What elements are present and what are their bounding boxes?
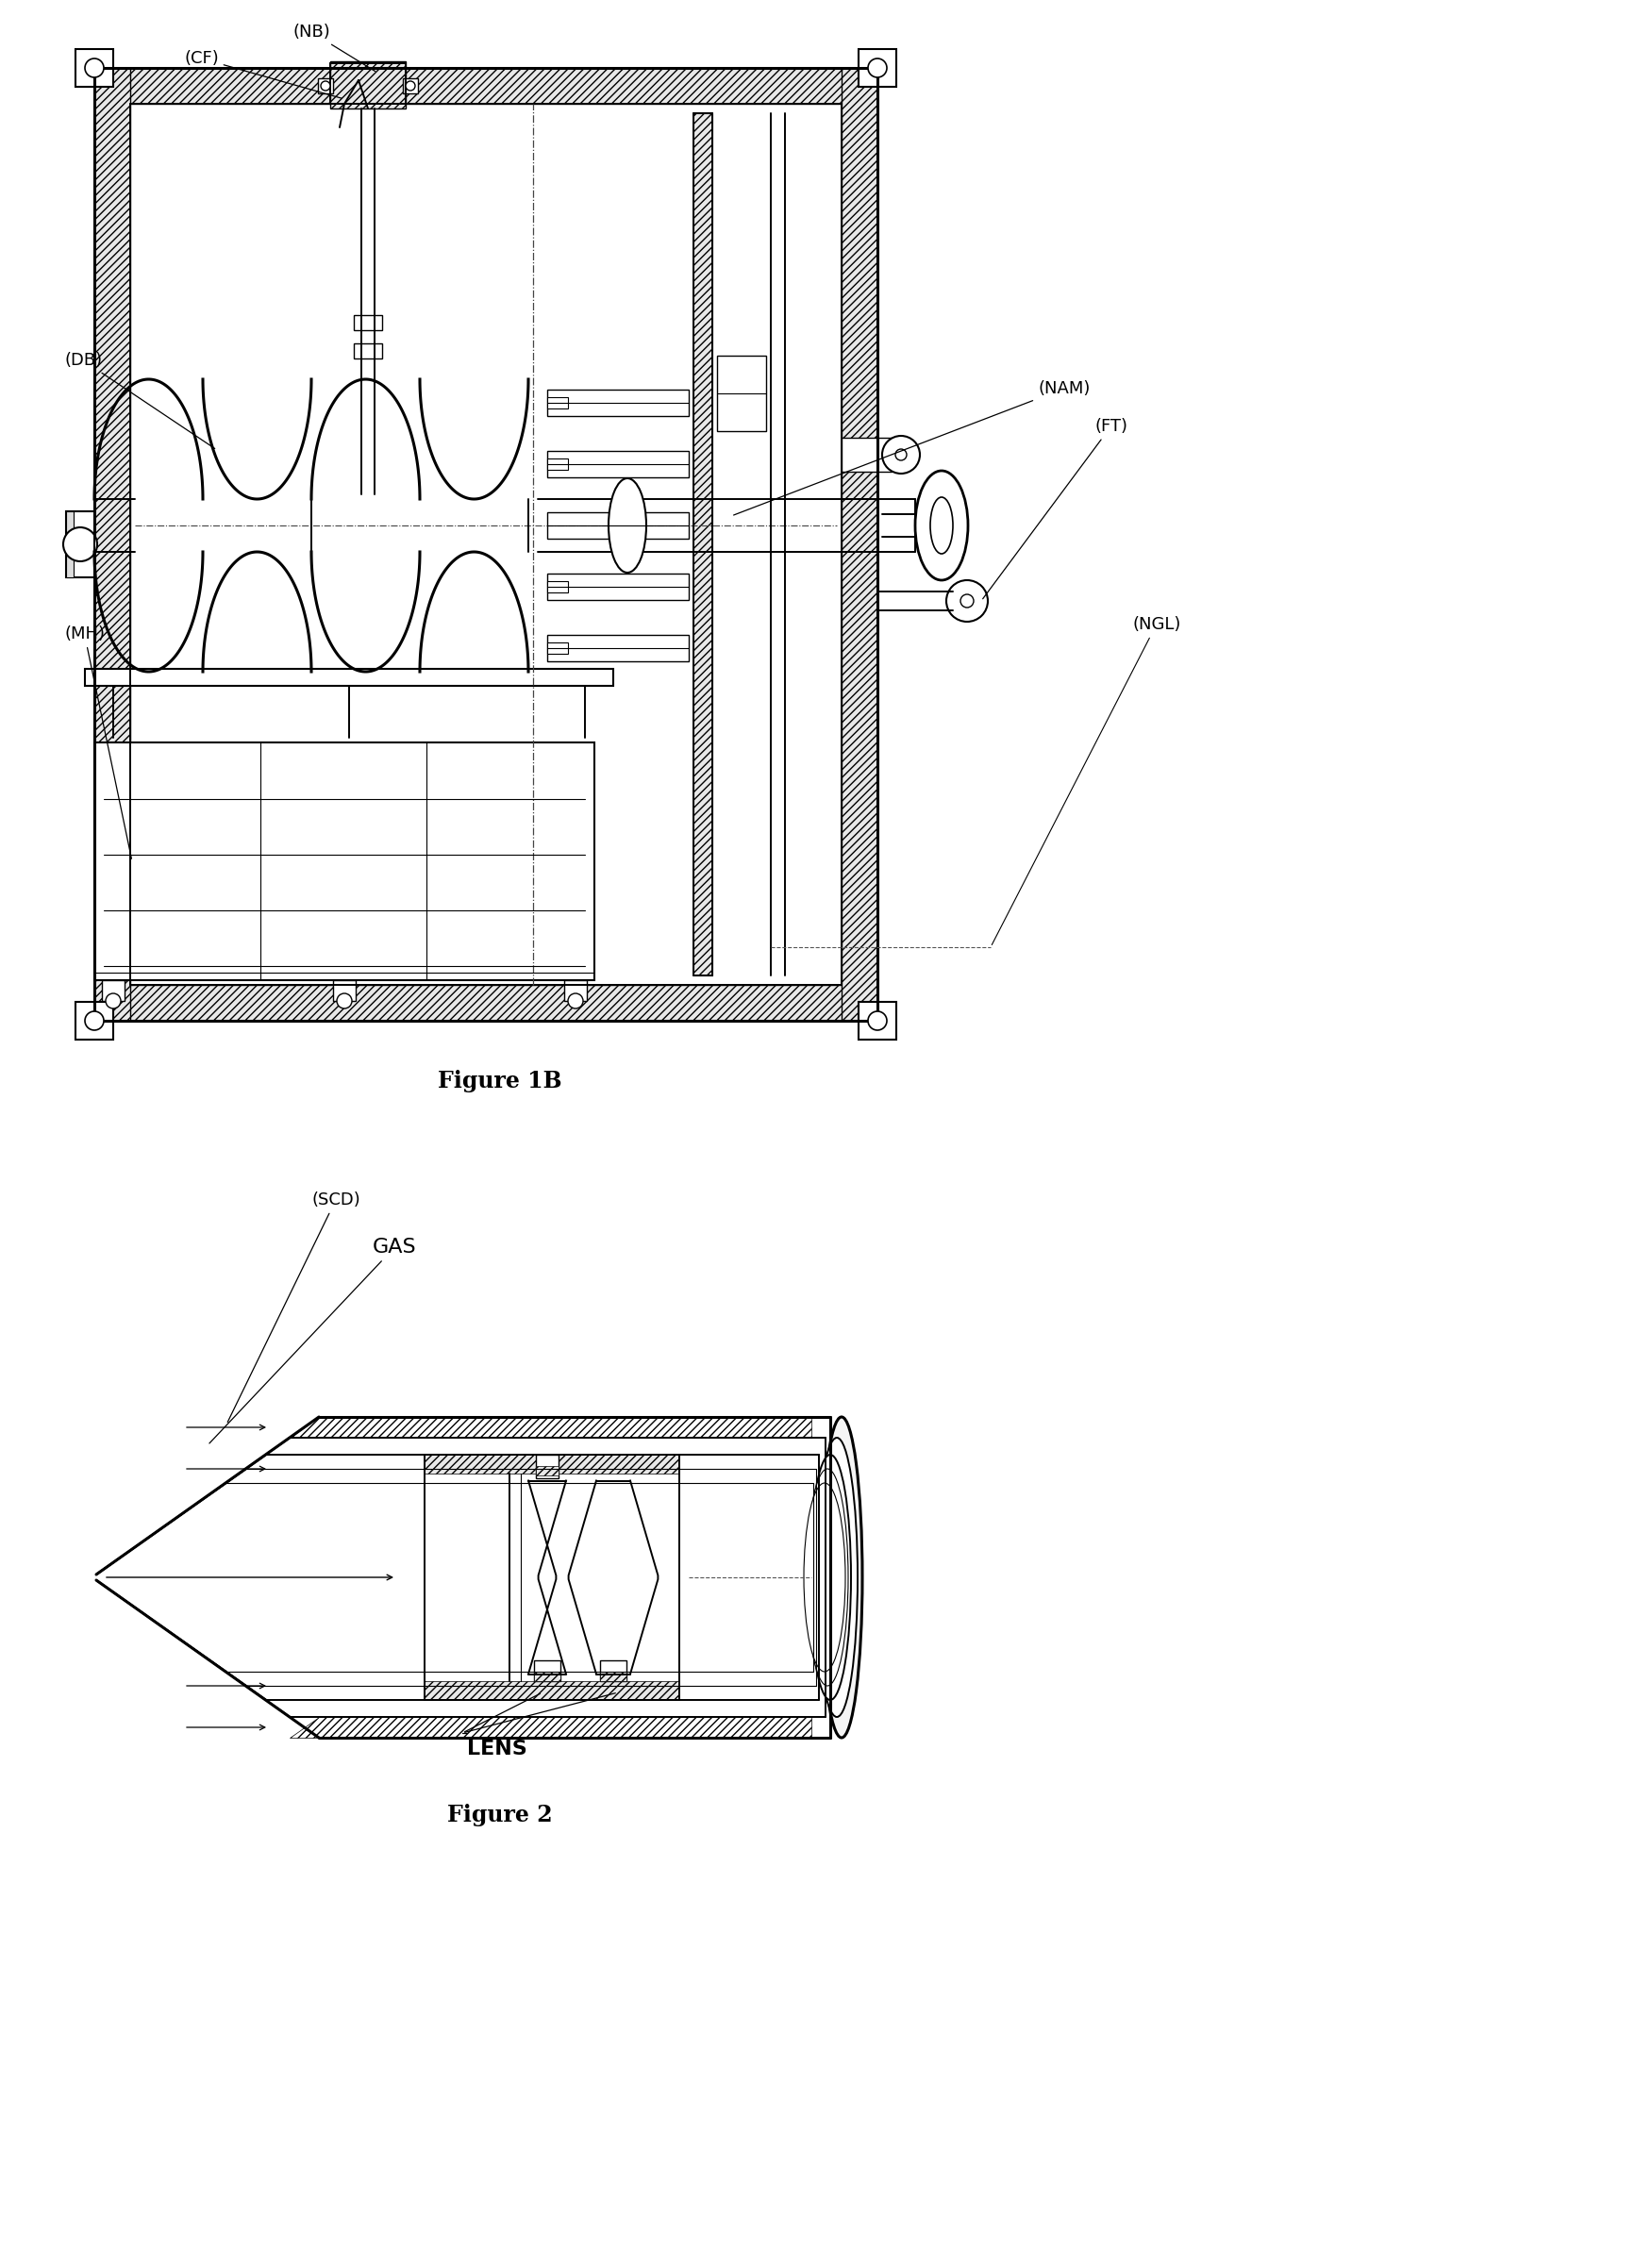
Bar — [425, 1681, 679, 1700]
Circle shape — [406, 82, 415, 91]
Bar — [94, 986, 877, 1020]
Text: (MH): (MH) — [64, 625, 132, 859]
Circle shape — [867, 1011, 887, 1031]
Bar — [330, 61, 406, 109]
Text: (CF): (CF) — [183, 50, 342, 97]
Bar — [76, 50, 114, 86]
Circle shape — [84, 1011, 104, 1031]
Ellipse shape — [806, 1468, 847, 1686]
Text: (FT): (FT) — [983, 417, 1127, 598]
Bar — [66, 512, 74, 578]
Circle shape — [895, 449, 907, 460]
Ellipse shape — [930, 496, 953, 553]
Text: GAS: GAS — [210, 1237, 416, 1443]
Bar — [94, 743, 595, 981]
Circle shape — [320, 82, 330, 91]
Ellipse shape — [805, 1482, 846, 1672]
Bar — [600, 1661, 626, 1681]
Bar — [94, 68, 131, 1020]
Bar — [403, 79, 418, 93]
Bar — [334, 981, 355, 1002]
Text: Figure 1B: Figure 1B — [438, 1070, 562, 1092]
Bar — [547, 390, 689, 417]
Text: (NAM): (NAM) — [733, 381, 1090, 514]
Text: (NB): (NB) — [292, 23, 375, 70]
Bar — [600, 1672, 626, 1681]
Circle shape — [337, 993, 352, 1008]
Ellipse shape — [816, 1437, 857, 1718]
Bar — [547, 397, 568, 408]
Bar — [547, 458, 568, 469]
Bar — [317, 79, 334, 93]
Ellipse shape — [809, 1455, 851, 1700]
Circle shape — [84, 59, 104, 77]
Ellipse shape — [882, 435, 920, 474]
Bar — [94, 68, 877, 104]
Bar — [859, 50, 897, 86]
Bar — [547, 573, 689, 600]
Ellipse shape — [821, 1416, 862, 1738]
Bar — [76, 1002, 114, 1040]
Circle shape — [867, 59, 887, 77]
Text: (DB): (DB) — [64, 351, 215, 449]
Bar — [547, 512, 689, 539]
Bar — [859, 1002, 897, 1040]
Text: (NGL): (NGL) — [991, 616, 1181, 945]
Bar — [354, 315, 382, 331]
Text: (SCD): (SCD) — [228, 1192, 360, 1423]
Bar — [425, 1455, 679, 1473]
Bar — [547, 451, 689, 478]
Bar — [547, 580, 568, 591]
Bar — [535, 1455, 558, 1477]
Bar — [547, 634, 689, 662]
Bar — [534, 1672, 560, 1681]
Bar — [717, 356, 767, 431]
Bar — [841, 68, 877, 1020]
Bar — [354, 344, 382, 358]
Ellipse shape — [947, 580, 988, 621]
Bar — [565, 981, 586, 1002]
Text: LENS: LENS — [468, 1740, 527, 1758]
Bar — [102, 981, 124, 1002]
Bar — [84, 668, 613, 687]
Text: Figure 2: Figure 2 — [448, 1804, 553, 1826]
Bar — [547, 644, 568, 655]
Bar — [841, 437, 892, 471]
Ellipse shape — [608, 478, 646, 573]
Circle shape — [960, 594, 973, 607]
Circle shape — [106, 993, 121, 1008]
Ellipse shape — [915, 471, 968, 580]
Circle shape — [63, 528, 97, 562]
Bar — [694, 113, 712, 974]
Bar — [535, 1466, 558, 1475]
Circle shape — [568, 993, 583, 1008]
Bar — [534, 1661, 560, 1681]
Bar — [66, 512, 94, 578]
